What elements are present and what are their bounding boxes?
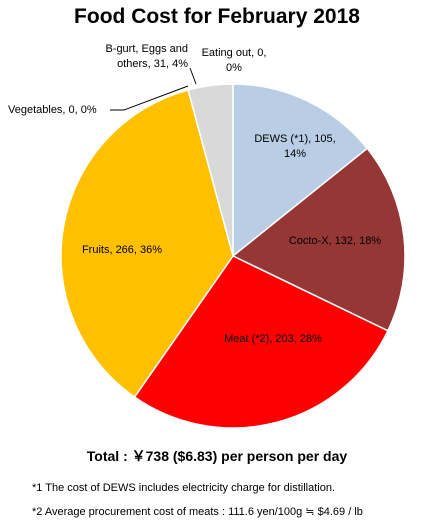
slice-label-dews: 14% [284,148,306,160]
pie-slice-cocto-x [231,147,406,332]
slice-label-eating: 0% [226,62,242,74]
slice-label-vegetables: Vegetables, 0, 0% [8,104,97,116]
pie-chart: DEWS (*1), 105, 14% Cocto-X, 132, 18% Meat … [8,43,406,429]
slice-label-dews: DEWS (*1), 105, [254,133,335,145]
slice-label-eating: Eating out, 0, [202,47,267,59]
leader-line-vegetables [110,85,189,111]
pie-slice-dews-1 [232,83,369,258]
footnote-dews: *1 The cost of DEWS includes electricity… [32,482,336,494]
leader-lines [110,67,197,111]
pie-slice-meat-2 [133,255,389,429]
slice-label-bgurt: others, 31, 4% [117,58,188,70]
slice-labels: DEWS (*1), 105, 14% Cocto-X, 132, 18% Meat … [8,43,381,345]
footnote-meat: *2 Average procurement cost of meats : 1… [32,506,363,518]
slice-label-bgurt: B-gurt, Eggs and [105,43,188,55]
slice-label-cocto: Cocto-X, 132, 18% [289,235,382,247]
leader-line-bgurt [189,67,197,85]
total-cost: Total : ￥738 ($6.83) per person per day [86,448,348,464]
chart-title: Food Cost for February 2018 [74,5,360,28]
slice-label-meat: Meat (*2), 203, 28% [224,333,322,345]
pie-slice-b-gurt-eggs-and-others [187,83,234,257]
pie-slices [60,83,406,429]
pie-slice-fruits [60,89,234,399]
slice-label-fruits: Fruits, 266, 36% [82,244,162,256]
